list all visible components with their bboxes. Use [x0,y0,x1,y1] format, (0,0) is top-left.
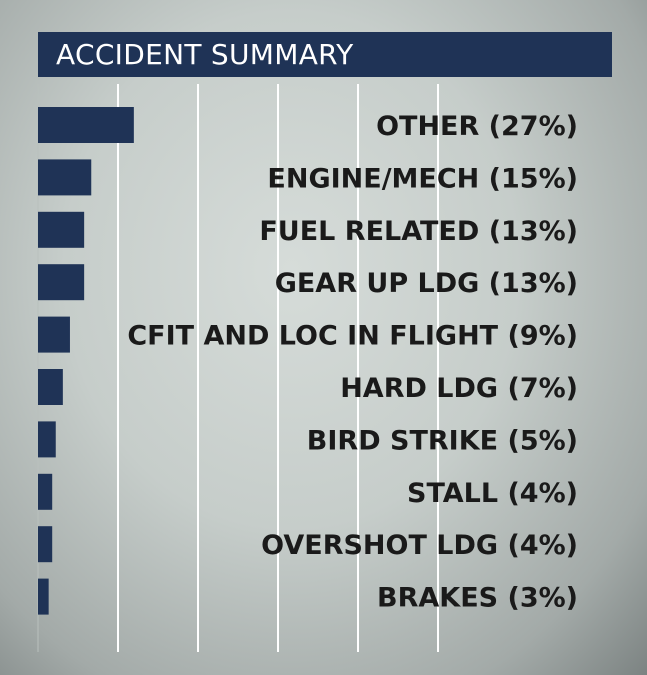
bars [38,107,134,615]
bar [38,526,53,563]
bar-label: OTHER (27%) [376,111,578,142]
bar-label: GEAR UP LDG (13%) [275,268,578,299]
bar [38,578,49,615]
bar-label: STALL (4%) [407,478,578,509]
bar [38,473,53,510]
bar-label: OVERSHOT LDG (4%) [261,530,578,561]
chart-title: ACCIDENT SUMMARY [38,32,612,77]
bar-label: CFIT AND LOC IN FLIGHT (9%) [127,321,578,352]
bar-label: ENGINE/MECH (15%) [267,163,578,194]
bar [38,316,70,353]
bar-label: BIRD STRIKE (5%) [307,425,578,456]
bar-label: FUEL RELATED (13%) [259,216,578,247]
bar [38,369,63,405]
bar [38,421,56,458]
bar-label: BRAKES (3%) [377,583,578,614]
bar [38,107,134,143]
bar-labels: OTHER (27%) ENGINE/MECH (15%) FUEL RELATED… [127,111,578,614]
gridlines [117,84,439,652]
bar-label: HARD LDG (7%) [340,373,578,404]
bar [38,211,85,248]
bar [38,159,92,196]
bar [38,264,85,301]
